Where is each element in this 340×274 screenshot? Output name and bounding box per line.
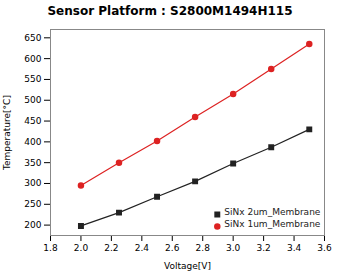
svg-text:Temperature[°C]: Temperature[°C] [2,95,12,171]
svg-text:550: 550 [24,74,41,84]
svg-text:350: 350 [24,158,41,168]
svg-text:2.2: 2.2 [104,243,118,253]
svg-text:Voltage[V]: Voltage[V] [164,261,211,271]
svg-text:600: 600 [24,54,41,64]
svg-text:250: 250 [24,199,41,209]
svg-text:3.4: 3.4 [287,243,302,253]
svg-text:2.0: 2.0 [74,243,89,253]
svg-text:3.6: 3.6 [317,243,332,253]
svg-text:450: 450 [24,116,41,126]
svg-text:1.8: 1.8 [43,243,58,253]
svg-text:3.0: 3.0 [226,243,241,253]
svg-text:200: 200 [24,220,41,230]
html-text:Sensor Platform : S2800M1494H1: Sensor Platform : S2800M1494H115 [47,4,293,18]
svg-text:2.4: 2.4 [135,243,150,253]
svg-text:2.6: 2.6 [165,243,180,253]
svg-text:3.2: 3.2 [256,243,270,253]
svg-text:2.8: 2.8 [196,243,211,253]
svg-text:650: 650 [24,33,41,43]
svg-text:500: 500 [24,95,41,105]
svg-text:SiNx 2um_Membrane: SiNx 2um_Membrane [224,207,321,217]
svg-text:300: 300 [24,178,41,188]
svg-text:SiNx 1um_Membrane: SiNx 1um_Membrane [224,219,321,229]
svg-text:400: 400 [24,137,41,147]
